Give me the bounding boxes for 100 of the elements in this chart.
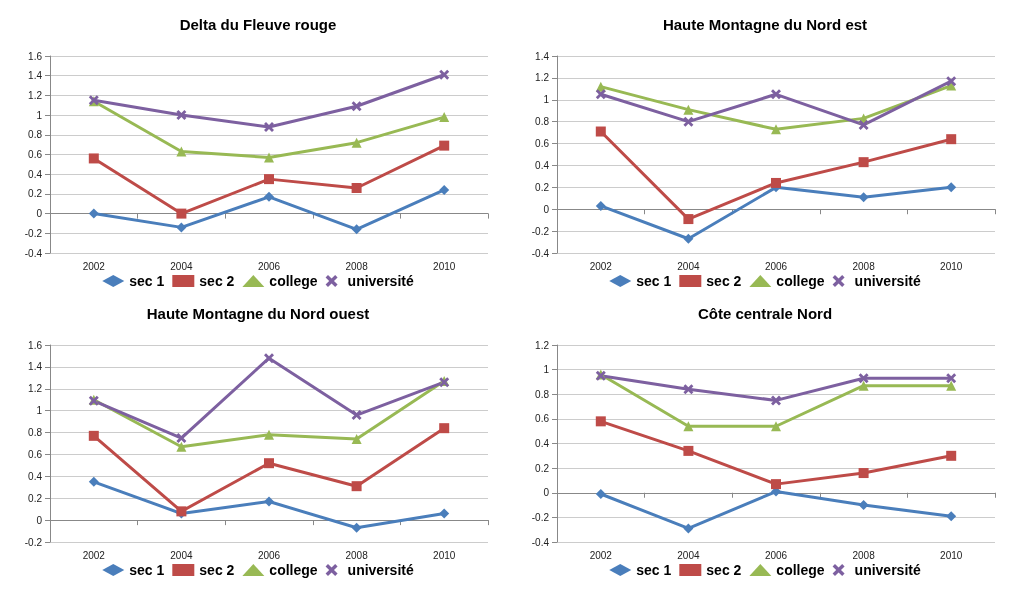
x-tick-label: 2008	[345, 549, 369, 561]
point	[946, 380, 957, 391]
point	[264, 496, 274, 507]
point	[683, 214, 694, 225]
y-tick-label: -0.2	[24, 536, 43, 548]
x-tick-label: 2008	[852, 549, 876, 561]
legend-label: sec 1	[129, 562, 165, 578]
x-tick-label: 2002	[82, 549, 106, 561]
point	[176, 208, 187, 219]
legend-label: université	[347, 562, 414, 578]
legend-label: sec 2	[199, 562, 235, 578]
point	[88, 476, 99, 487]
point	[858, 380, 869, 391]
point	[683, 233, 694, 244]
y-tick-label: 0.2	[28, 188, 43, 200]
y-tick-label: 0	[36, 208, 43, 220]
y-tick-label: 0	[36, 514, 43, 526]
point	[264, 191, 274, 202]
y-tick-label: 0.8	[535, 388, 550, 400]
point	[351, 522, 362, 533]
point	[439, 140, 450, 151]
x-tick-label: 2002	[82, 260, 106, 272]
legend-label: université	[347, 273, 414, 289]
chart-title: Haute Montagne du Nord ouest	[146, 305, 370, 322]
point	[595, 126, 606, 137]
y-tick-label: 0	[543, 487, 550, 499]
x-tick-label: 2004	[170, 260, 193, 272]
y-tick-label: 0.4	[28, 470, 43, 482]
y-tick-label: 1.6	[28, 339, 43, 351]
y-tick-label: 0.8	[535, 116, 550, 128]
point	[683, 421, 694, 432]
y-tick-label: 0.2	[535, 181, 550, 193]
point	[683, 445, 694, 456]
point	[595, 200, 606, 211]
y-tick-label: 0	[543, 203, 550, 215]
point	[595, 488, 606, 499]
point	[771, 421, 781, 432]
y-tick-label: 0.2	[28, 492, 43, 504]
chart-title: Haute Montagne du Nord est	[662, 16, 868, 33]
y-tick-label: -0.4	[531, 247, 550, 259]
y-tick-label: 1.4	[28, 70, 43, 82]
point	[683, 523, 694, 534]
x-tick-label: 2008	[852, 260, 876, 272]
x-tick-label: 2010	[433, 549, 456, 561]
point	[858, 373, 869, 384]
point	[858, 119, 869, 130]
point	[683, 116, 694, 127]
y-tick-label: 0.6	[28, 149, 43, 160]
point	[176, 441, 187, 452]
y-tick-label: 1	[36, 405, 43, 417]
point	[771, 89, 781, 100]
point	[595, 416, 606, 427]
x-tick-label: 2002	[589, 549, 613, 561]
legend-label: sec 1	[636, 273, 672, 289]
y-tick-label: 0.4	[535, 159, 550, 171]
point	[264, 152, 274, 163]
legend-label: college	[269, 562, 318, 578]
point	[439, 69, 450, 80]
point	[946, 511, 957, 522]
point	[88, 430, 99, 441]
x-tick-label: 2006	[764, 549, 788, 561]
point	[439, 423, 450, 434]
y-tick-label: 0.6	[535, 138, 550, 150]
legend-label: sec 2	[706, 273, 742, 289]
y-tick-label: 1.4	[28, 361, 43, 373]
y-tick-label: -0.4	[531, 536, 550, 548]
point	[88, 153, 99, 164]
point	[946, 76, 957, 87]
point	[771, 124, 781, 135]
y-tick-label: 1.2	[28, 89, 43, 101]
y-tick-label: 0.8	[28, 129, 43, 141]
x-tick-label: 2010	[433, 260, 456, 272]
legend-label: sec 1	[129, 273, 165, 289]
point	[264, 429, 274, 440]
legend-label: sec 2	[199, 273, 235, 289]
y-tick-label: 1.2	[535, 72, 550, 84]
y-tick-label: 1	[543, 94, 550, 106]
point	[439, 112, 450, 123]
point	[264, 458, 274, 469]
x-tick-label: 2004	[677, 549, 700, 561]
point	[351, 101, 362, 112]
chart-title: Côte centrale Nord	[697, 305, 833, 322]
point	[858, 468, 869, 479]
legend-label: college	[269, 273, 318, 289]
point	[771, 479, 781, 490]
legend-label: sec 2	[706, 562, 742, 578]
point	[771, 177, 781, 188]
y-tick-label: 1.2	[535, 339, 550, 351]
point	[351, 434, 362, 445]
point	[88, 208, 99, 219]
x-tick-label: 2006	[764, 260, 788, 272]
y-tick-label: 1.2	[28, 383, 43, 395]
y-tick-label: 0.6	[535, 413, 550, 425]
point	[264, 121, 274, 132]
point	[176, 222, 187, 233]
point	[858, 192, 869, 203]
point	[351, 182, 362, 193]
point	[858, 157, 869, 168]
y-tick-label: 0.4	[28, 168, 43, 180]
point	[264, 174, 274, 185]
